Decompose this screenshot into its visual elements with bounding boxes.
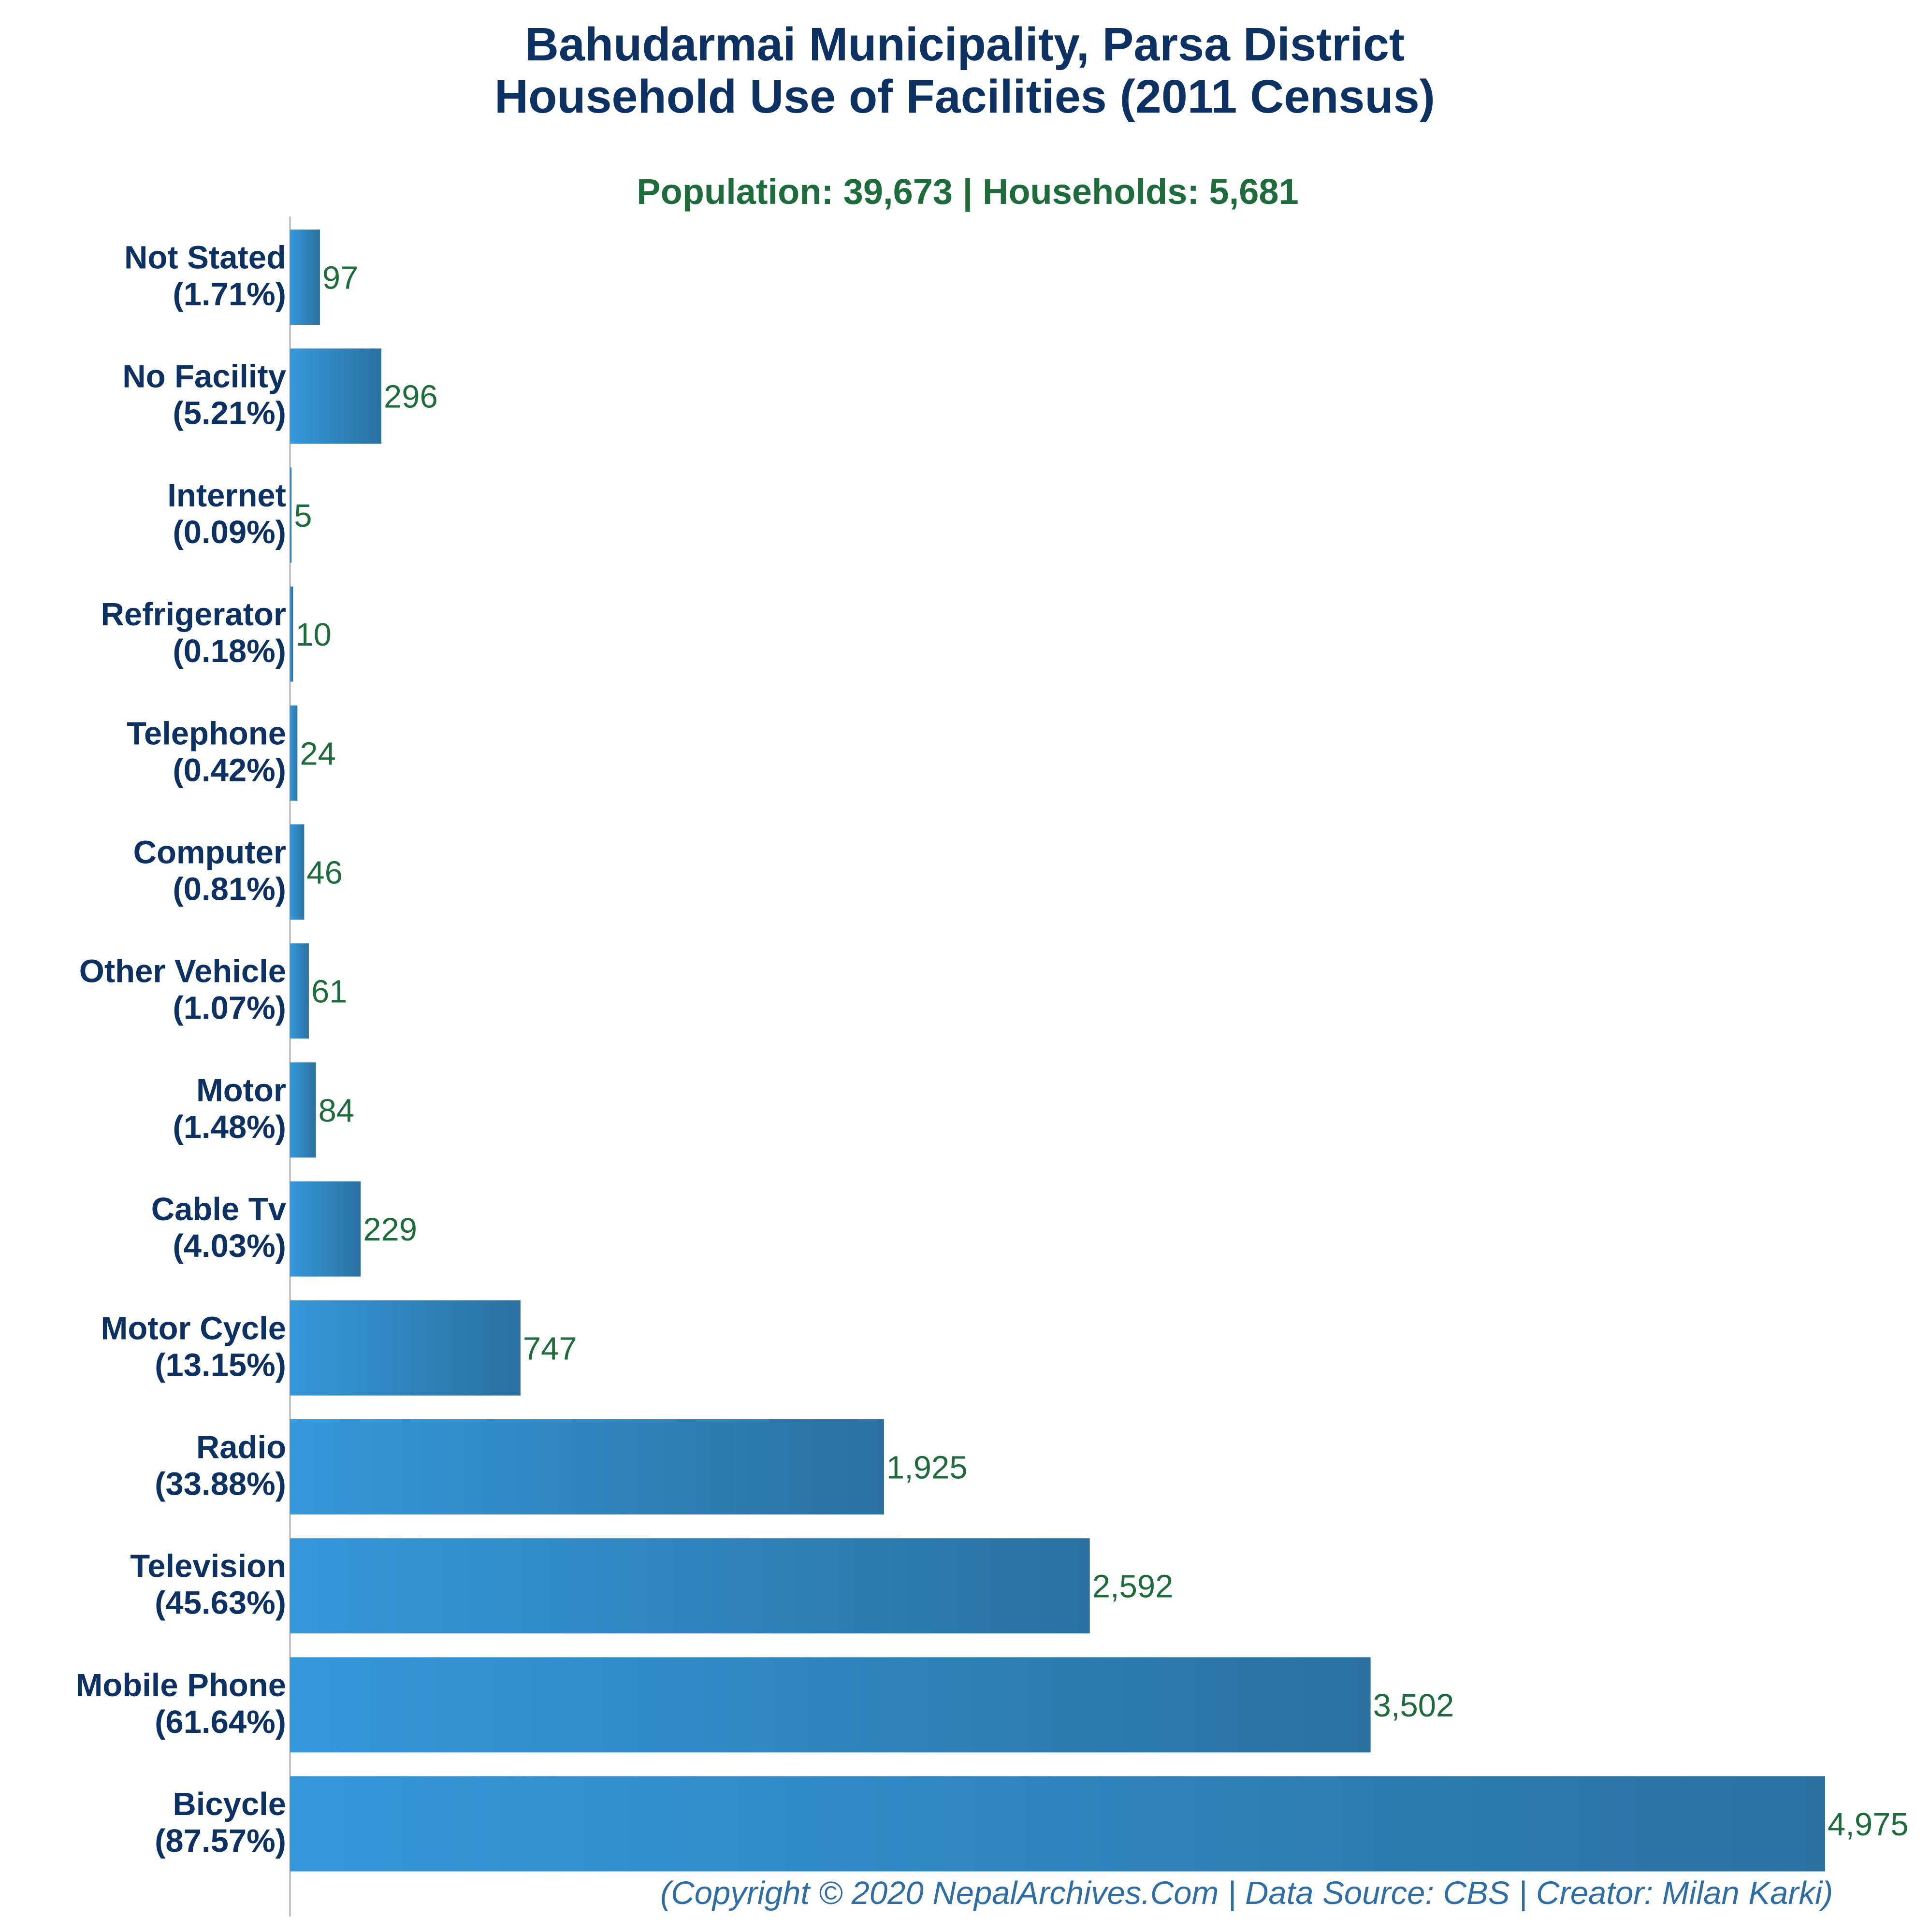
bar-mobile-phone [290, 1657, 1371, 1753]
bar-motor-cycle [290, 1300, 521, 1396]
chart-title-line-2: Household Use of Facilities (2011 Census… [494, 70, 1435, 123]
value-label-internet: 5 [294, 498, 312, 534]
category-label-not-stated: Not Stated (1.71%) [124, 240, 286, 313]
category-label-motor: Motor (1.48%) [173, 1072, 286, 1145]
value-label-computer: 46 [306, 855, 343, 891]
value-label-radio: 1,925 [886, 1450, 968, 1486]
bar-motor [290, 1062, 316, 1158]
bar-no-facility [290, 348, 381, 444]
chart-title-line-1: Bahudarmai Municipality, Parsa District [525, 18, 1405, 71]
bar-bicycle [290, 1776, 1825, 1872]
bar-computer [290, 824, 305, 920]
bar-television [290, 1538, 1090, 1634]
value-label-bicycle: 4,975 [1828, 1806, 1909, 1843]
category-label-mobile-phone: Mobile Phone (61.64%) [76, 1667, 287, 1740]
category-label-other-vehicle: Other Vehicle (1.07%) [79, 953, 286, 1026]
value-label-telephone: 24 [300, 735, 336, 772]
category-label-motor-cycle: Motor Cycle (13.15%) [101, 1310, 286, 1383]
value-label-television: 2,592 [1092, 1569, 1174, 1605]
bar-cable-tv [290, 1181, 361, 1277]
category-label-internet: Internet (0.09%) [167, 477, 286, 550]
bar-other-vehicle [290, 943, 309, 1039]
value-label-motor-cycle: 747 [523, 1330, 577, 1367]
value-label-refrigerator: 10 [295, 617, 332, 653]
category-label-television: Television (45.63%) [130, 1548, 286, 1621]
value-label-motor: 84 [319, 1093, 355, 1129]
footer-credit: (Copyright © 2020 NepalArchives.Com | Da… [660, 1875, 1833, 1912]
bars: 97 Not Stated (1.71%) 296 No Facility (5.21%)… [76, 230, 1909, 1872]
category-label-computer: Computer (0.81%) [133, 835, 286, 908]
category-label-refrigerator: Refrigerator (0.18%) [101, 596, 286, 669]
value-label-not-stated: 97 [322, 260, 359, 296]
chart-subtitle: Population: 39,673 | Households: 5,681 [637, 172, 1299, 212]
category-label-cable-tv: Cable Tv (4.03%) [151, 1191, 286, 1264]
bar-refrigerator [290, 586, 293, 682]
value-label-cable-tv: 229 [363, 1211, 417, 1248]
bar-telephone [290, 705, 298, 801]
bar-not-stated [290, 230, 320, 325]
value-label-other-vehicle: 61 [311, 974, 348, 1010]
bar-internet [290, 467, 292, 563]
category-label-bicycle: Bicycle (87.57%) [155, 1786, 286, 1859]
value-label-mobile-phone: 3,502 [1373, 1687, 1454, 1724]
category-label-telephone: Telephone (0.42%) [127, 715, 286, 788]
category-label-no-facility: No Facility (5.21%) [122, 359, 286, 432]
category-label-radio: Radio (33.88%) [155, 1429, 286, 1502]
bar-radio [290, 1419, 884, 1514]
value-label-no-facility: 296 [384, 379, 438, 415]
